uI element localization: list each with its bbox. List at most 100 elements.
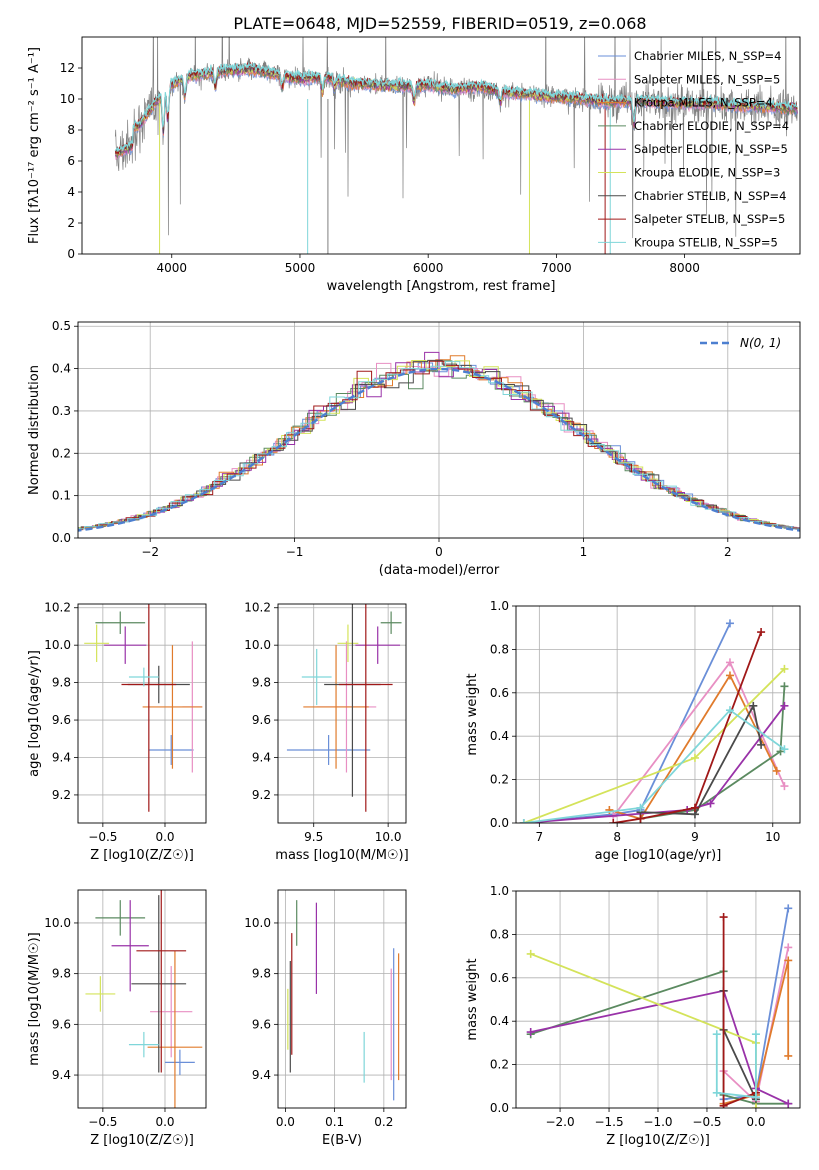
mass-weight-series: [605, 671, 781, 823]
errorbar-point: [128, 667, 159, 687]
mass-weight-marker: [725, 706, 734, 715]
mass-weight-marker: [751, 1093, 760, 1102]
y-tick-label: 9.2: [252, 788, 271, 802]
y-tick-label: 6: [67, 154, 75, 168]
figure-title: PLATE=0648, MJD=52559, FIBERID=0519, z=0…: [233, 14, 646, 33]
x-axis-label: E(B-V): [322, 1133, 362, 1148]
mass-weight-marker: [784, 943, 793, 952]
legend-label: N(0, 1): [740, 336, 781, 350]
axes-frame: [515, 605, 801, 824]
x-tick-label: 7000: [541, 261, 572, 275]
mass-weight-line: [523, 623, 731, 823]
mass-weight-line: [530, 953, 757, 1108]
residual-histogram: [78, 361, 800, 530]
y-tick-label: 10: [60, 92, 75, 106]
errorbar-point: [131, 895, 187, 1073]
age-vs-mass-panel: 9.5 10.0 9.2 9.4 9.6 9.8 10.0 10.2 mass [log10(M…: [244, 601, 408, 863]
massweight-vs-Z-plot-area: [526, 904, 793, 1108]
spectrum-panel: 4000 5000 6000 7000 8000 0 2 4 6 8 10 12 wavelength …: [27, 36, 801, 294]
errorbar-point: [104, 626, 147, 664]
y-tick-label: 10.2: [244, 601, 271, 615]
x-tick-label: 4000: [156, 261, 187, 275]
axes-frame: [515, 890, 801, 1109]
y-tick-label: 1.0: [490, 599, 509, 613]
legend-label: Kroupa ELODIE, N_SSP=3: [634, 166, 780, 180]
mass-weight-marker: [780, 682, 789, 691]
massweight-vs-age-plot-area: [519, 619, 789, 823]
mass-weight-marker: [636, 814, 645, 823]
x-tick-label: 9.5: [304, 830, 323, 844]
mass-weight-marker: [636, 803, 645, 812]
x-tick-label: 10: [765, 830, 780, 844]
y-tick-label: 9.6: [52, 713, 71, 727]
mass-weight-series: [526, 967, 793, 1108]
x-tick-label: 0.0: [155, 830, 174, 844]
residual-histogram: [78, 360, 800, 531]
errorbar-point: [142, 645, 203, 769]
legend-label: Salpeter ELODIE, N_SSP=5: [634, 142, 788, 156]
y-tick-label: 1.0: [490, 884, 509, 898]
mass-weight-line: [530, 989, 789, 1105]
y-tick-label: 0.2: [490, 1058, 509, 1072]
x-tick-label: −1.5: [594, 1115, 623, 1129]
errorbar-point: [303, 645, 369, 769]
x-tick-label: −1.0: [643, 1115, 672, 1129]
residual-histogram: [78, 362, 800, 530]
y-tick-label: 0.6: [490, 971, 509, 985]
mass-weight-marker: [526, 1028, 535, 1037]
y-tick-label: 0.0: [52, 531, 71, 545]
errorbar-point: [147, 950, 203, 1108]
errorbar-point: [121, 604, 177, 812]
x-tick-label: −2.0: [545, 1115, 574, 1129]
x-tick-label: −0.5: [88, 830, 117, 844]
y-tick-label: 10.0: [244, 638, 271, 652]
x-axis-label: Z [log10(Z/Z☉)]: [606, 1133, 710, 1148]
model-fit-line: [114, 62, 798, 152]
y-tick-label: 0.2: [490, 773, 509, 787]
mass-weight-marker: [780, 745, 789, 754]
residual-histogram: [78, 355, 800, 530]
y-axis-label: mass weight: [465, 673, 480, 755]
y-tick-label: 0.2: [52, 446, 71, 460]
x-tick-label: 8000: [669, 261, 700, 275]
mass-weight-marker: [609, 819, 618, 823]
y-axis-label: Normed distribution: [27, 365, 42, 495]
x-axis-label: Z [log10(Z/Z☉)]: [90, 848, 194, 863]
axes-frame: [77, 889, 207, 1109]
x-axis-label: age [log10(age/yr)]: [595, 848, 722, 863]
y-tick-label: 0: [67, 247, 75, 261]
mass-weight-line: [640, 686, 786, 820]
x-tick-label: 6000: [413, 261, 444, 275]
mass-weight-series: [519, 706, 789, 823]
legend-label: Chabrier STELIB, N_SSP=4: [634, 189, 786, 203]
errorbar-point: [85, 976, 116, 1012]
y-tick-label: 9.6: [252, 1017, 271, 1031]
x-axis-label: Z [log10(Z/Z☉)]: [90, 1133, 194, 1148]
mass-weight-marker: [772, 766, 781, 775]
massweight-vs-age-panel: 7 8 9 10 0.0 0.2 0.4 0.6 0.8 1.0 age [log10(age/yr…: [465, 599, 801, 863]
y-tick-label: 12: [60, 61, 75, 75]
mass-weight-marker: [725, 619, 734, 628]
mass-weight-marker: [780, 782, 789, 791]
y-tick-label: 9.2: [52, 788, 71, 802]
y-tick-label: 9.4: [52, 750, 71, 764]
errorbar-point: [148, 735, 194, 765]
mass-weight-line: [523, 709, 785, 823]
y-tick-label: 4: [67, 185, 75, 199]
y-tick-label: 0.1: [52, 489, 71, 503]
residual-histogram: [78, 360, 800, 530]
mass-weight-marker: [706, 799, 715, 808]
x-tick-label: 0.2: [374, 1115, 393, 1129]
y-axis-label: Flux [fλ10⁻¹⁷ erg cm⁻² s⁻¹ A⁻¹]: [27, 47, 42, 244]
mass-weight-marker: [784, 956, 793, 965]
x-tick-label: 7: [536, 830, 544, 844]
mass-weight-line: [523, 668, 786, 823]
errorbar-point: [128, 1031, 159, 1058]
age-vs-Z-panel: −0.5 0.0 9.2 9.4 9.6 9.8 10.0 10.2 Z [log10(Z/Z☉…: [27, 601, 207, 863]
errorbar-point: [84, 624, 110, 663]
mass-vs-Z-panel: −0.5 0.0 9.4 9.6 9.8 10.0 Z [log10(Z/Z☉)] mass …: [27, 889, 207, 1148]
axes-frame: [81, 36, 801, 255]
y-tick-label: 0.4: [490, 729, 509, 743]
mass-weight-marker: [725, 671, 734, 680]
